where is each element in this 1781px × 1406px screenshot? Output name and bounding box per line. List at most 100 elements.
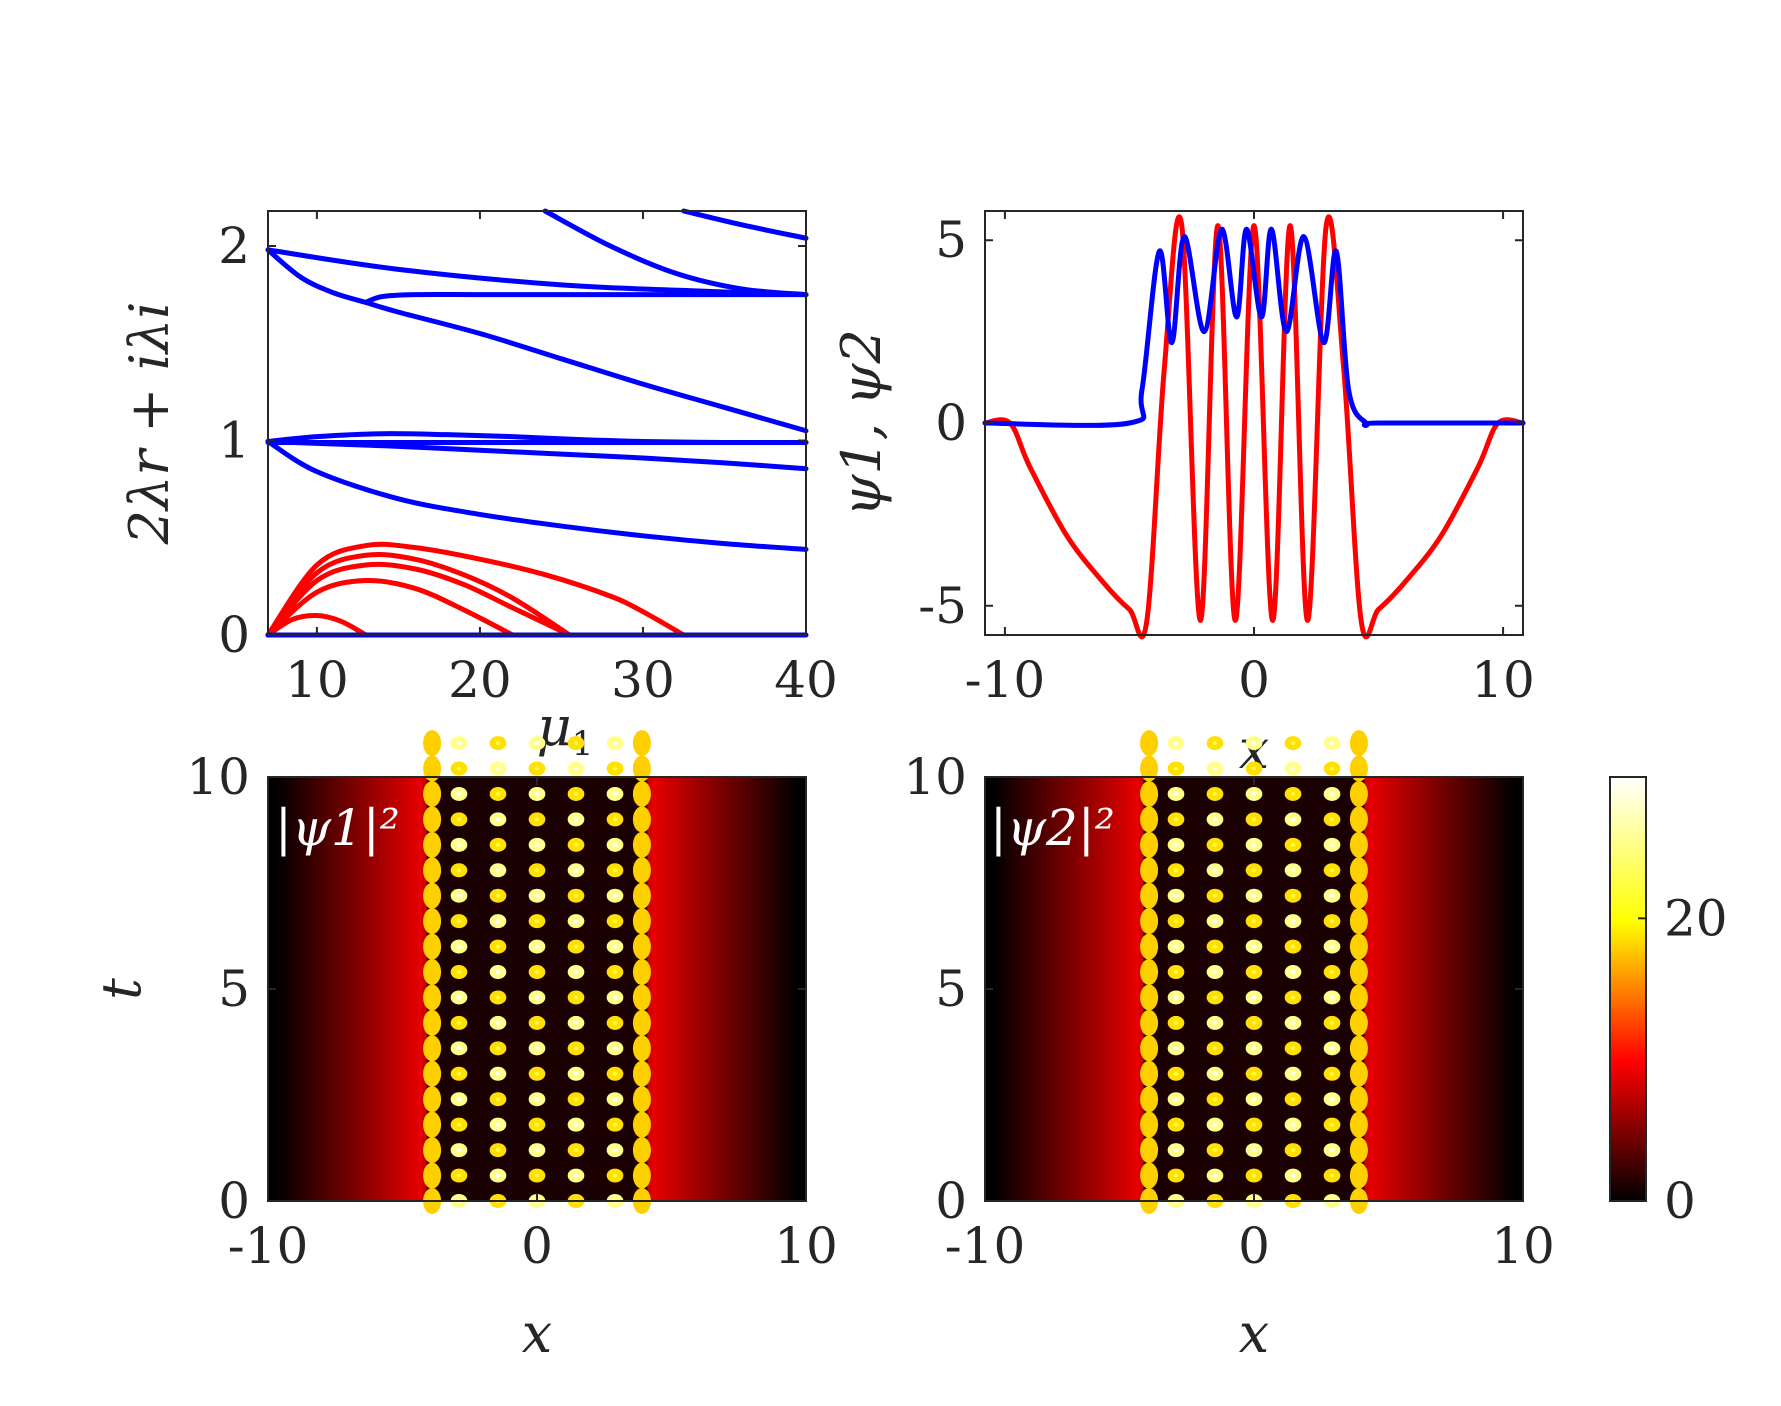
density-psi1-edge-blob bbox=[423, 831, 442, 858]
density-psi2-blob-core bbox=[1329, 791, 1335, 796]
spectrum-series-r2 bbox=[265, 577, 516, 638]
density-psi1-blob-core bbox=[495, 995, 501, 1000]
density-psi2-edge-blob bbox=[1140, 1086, 1159, 1113]
density-psi2-blob-core bbox=[1212, 842, 1218, 847]
density-psi2-blob-core bbox=[1329, 1046, 1335, 1051]
density-psi1-edge-blob bbox=[423, 984, 442, 1011]
density-psi2-xtick-label: 0 bbox=[1238, 1217, 1270, 1275]
density-psi2-blob-core bbox=[1212, 995, 1218, 1000]
density-psi1-blob-core bbox=[612, 1122, 618, 1127]
spectrum-series-b1 bbox=[265, 247, 809, 298]
density-psi2-blob-core bbox=[1251, 1097, 1257, 1102]
density-psi1-background-stripe bbox=[417, 777, 424, 1201]
density-psi2-edge-blob bbox=[1140, 1035, 1159, 1062]
spectrum-series-b10 bbox=[681, 208, 809, 241]
density-psi1-edge-blob bbox=[423, 857, 442, 884]
density-psi1-background-stripe bbox=[766, 777, 772, 1201]
density-psi1-background-stripe bbox=[666, 777, 673, 1201]
density-psi1-blob-core bbox=[573, 1173, 579, 1178]
spectrum-xtick-label: 40 bbox=[774, 651, 838, 709]
density-psi1-background-stripe bbox=[751, 777, 757, 1201]
density-psi2-background-stripe bbox=[1004, 777, 1011, 1201]
profiles-ytick-label: 5 bbox=[935, 211, 967, 269]
density-psi1-blob-core bbox=[612, 842, 618, 847]
density-psi2-background-stripe bbox=[1378, 777, 1385, 1201]
density-psi1-edge-blob bbox=[423, 1111, 442, 1138]
density-psi1-blob-core bbox=[612, 970, 618, 975]
profiles-xtick-label: 0 bbox=[1238, 651, 1270, 709]
density-psi2-background-stripe bbox=[1109, 777, 1116, 1201]
density-psi2-blob-core bbox=[1251, 741, 1257, 746]
density-psi2-blob-core bbox=[1173, 970, 1179, 975]
density-psi1-background-stripe bbox=[342, 777, 349, 1201]
density-psi2-background-stripe bbox=[1388, 777, 1395, 1201]
density-psi2-background-stripe bbox=[1458, 777, 1464, 1201]
density-psi2-edge-blob bbox=[1140, 780, 1159, 807]
density-psi2-background-stripe bbox=[1433, 777, 1439, 1201]
density-psi1-xtick-label: 10 bbox=[774, 1217, 838, 1275]
density-psi1-blob-core bbox=[495, 766, 501, 771]
density-psi2-blob-core bbox=[1173, 1071, 1179, 1076]
spectrum-series-b3 bbox=[363, 291, 809, 305]
density-psi2-blob-core bbox=[1251, 817, 1257, 822]
density-psi1-ytick-label: 10 bbox=[186, 748, 250, 806]
density-psi2-blob-core bbox=[1329, 1173, 1335, 1178]
density-psi1-blob-core bbox=[573, 1046, 579, 1051]
density-psi2-background-stripe bbox=[1413, 777, 1419, 1201]
density-psi1-background-stripe bbox=[756, 777, 762, 1201]
density-psi2-background-stripe bbox=[1498, 777, 1504, 1201]
density-psi1-blob-core bbox=[534, 817, 540, 822]
density-psi2-blob-core bbox=[1173, 893, 1179, 898]
density-psi2-blob-core bbox=[1251, 893, 1257, 898]
density-psi2-background-stripe bbox=[1049, 777, 1056, 1201]
spectrum-ticks: 10 20 30 40 0 1 2 bbox=[218, 211, 838, 709]
density-psi1-background-stripe bbox=[357, 777, 364, 1201]
density-psi1-blob-core bbox=[534, 1071, 540, 1076]
density-psi1-blob-core bbox=[456, 944, 462, 949]
density-psi1-blob-core bbox=[573, 842, 579, 847]
density-psi2-edge-blob bbox=[1140, 755, 1159, 782]
density-psi1-blob-core bbox=[534, 970, 540, 975]
density-psi1-blob-core bbox=[534, 1020, 540, 1025]
density-psi2-blob-core bbox=[1173, 1148, 1179, 1153]
density-psi2-background-stripe bbox=[1438, 777, 1444, 1201]
density-psi2-edge-blob bbox=[1349, 1162, 1368, 1189]
density-psi2-ytick-label: 5 bbox=[935, 960, 967, 1018]
density-psi1-blob-core bbox=[573, 868, 579, 873]
density-psi2-background-stripe bbox=[1428, 777, 1434, 1201]
density-psi2-ytick-label: 0 bbox=[935, 1172, 967, 1230]
density-psi2-edge-blob bbox=[1140, 1137, 1159, 1164]
density-psi2-background-stripe bbox=[1104, 777, 1111, 1201]
density-psi1-blob-core bbox=[612, 741, 618, 746]
density-psi1-edge-blob bbox=[632, 1137, 651, 1164]
density-psi1-blob-core bbox=[456, 1071, 462, 1076]
density-psi2-edge-blob bbox=[1140, 882, 1159, 909]
density-psi1-blob-core bbox=[495, 1173, 501, 1178]
density-psi2-blob-core bbox=[1251, 842, 1257, 847]
density-psi1-background-stripe bbox=[327, 777, 334, 1201]
density-psi2-background-stripe bbox=[994, 777, 1001, 1201]
density-psi2-blob-core bbox=[1212, 741, 1218, 746]
colorbar-ticks: 0 20 bbox=[1638, 889, 1728, 1230]
density-psi2-background-stripe bbox=[1473, 777, 1479, 1201]
density-psi2-blob-core bbox=[1290, 1071, 1296, 1076]
density-psi1-blob-core bbox=[612, 766, 618, 771]
density-psi2-blob-core bbox=[1290, 791, 1296, 796]
density-psi2-background-stripe bbox=[1483, 777, 1489, 1201]
density-psi1-ylabel: t bbox=[90, 978, 153, 1000]
density-psi2-blob-core bbox=[1173, 919, 1179, 924]
density-psi2-background-stripe bbox=[1508, 777, 1514, 1201]
density-psi2-edge-blob bbox=[1349, 959, 1368, 986]
density-psi1-background-stripe bbox=[761, 777, 767, 1201]
density-psi1-background-stripe bbox=[277, 777, 284, 1201]
density-psi1-blob-core bbox=[612, 868, 618, 873]
density-psi2-blob-core bbox=[1251, 791, 1257, 796]
density-psi2-edge-blob bbox=[1140, 1060, 1159, 1087]
density-psi1-blob-core bbox=[456, 1122, 462, 1127]
density-psi1-xtick-label: 0 bbox=[521, 1217, 553, 1275]
density-psi1-background-stripe bbox=[382, 777, 389, 1201]
density-psi1-background-stripe bbox=[776, 777, 782, 1201]
density-psi1-background-stripe bbox=[656, 777, 663, 1201]
density-psi1-background-stripe bbox=[317, 777, 324, 1201]
density-psi1-edge-blob bbox=[423, 755, 442, 782]
